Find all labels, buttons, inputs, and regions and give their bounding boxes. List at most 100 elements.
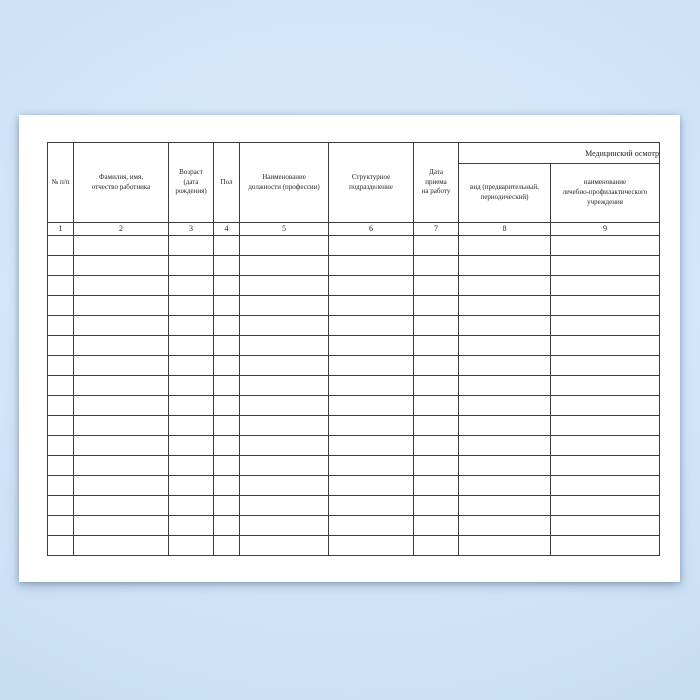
empty-cell [73, 335, 169, 356]
empty-cell [47, 375, 74, 396]
col-header-index: № п/п [47, 142, 74, 223]
empty-cell [239, 475, 329, 496]
empty-cell [549, 315, 661, 336]
col-header-name: Фамилия, имя, отчество работника [73, 142, 169, 223]
empty-form-row [47, 515, 661, 536]
empty-cell [239, 455, 329, 476]
column-number-cell: 5 [239, 222, 329, 236]
col-header-age: Возраст (дата рождения) [168, 142, 214, 223]
empty-cell [458, 435, 551, 456]
empty-form-row [47, 235, 661, 256]
column-number-cell: 7 [413, 222, 459, 236]
empty-cell [413, 415, 459, 436]
empty-cell [168, 355, 214, 376]
empty-cell [213, 375, 240, 396]
empty-cell [549, 455, 661, 476]
empty-cell [73, 295, 169, 316]
empty-cell [328, 255, 414, 276]
empty-cell [47, 235, 74, 256]
empty-cell [47, 275, 74, 296]
empty-cell [549, 415, 661, 436]
empty-cell [328, 475, 414, 496]
empty-cell [213, 475, 240, 496]
empty-cell [73, 515, 169, 536]
empty-cell [239, 235, 329, 256]
empty-cell [168, 455, 214, 476]
empty-cell [73, 375, 169, 396]
empty-cell [458, 315, 551, 336]
empty-cell [328, 415, 414, 436]
empty-cell [413, 455, 459, 476]
empty-cell [328, 495, 414, 516]
empty-cell [213, 295, 240, 316]
group-header-medical-exam: Медицинский осмотр [457, 142, 661, 164]
empty-cell [239, 495, 329, 516]
empty-form-row [47, 435, 661, 456]
empty-form-row [47, 375, 661, 396]
empty-cell [73, 455, 169, 476]
empty-form-row [47, 475, 661, 496]
empty-cell [213, 515, 240, 536]
empty-cell [47, 435, 74, 456]
empty-cell [73, 435, 169, 456]
empty-cell [168, 475, 214, 496]
empty-cell [168, 255, 214, 276]
empty-cell [47, 415, 74, 436]
empty-form-row [47, 275, 661, 296]
empty-cell [239, 375, 329, 396]
empty-cell [328, 275, 414, 296]
empty-cell [458, 255, 551, 276]
empty-cell [47, 395, 74, 416]
empty-form-row [47, 495, 661, 516]
empty-form-row [47, 355, 661, 376]
empty-cell [168, 375, 214, 396]
empty-cell [328, 335, 414, 356]
empty-cell [73, 355, 169, 376]
empty-cell [458, 495, 551, 516]
empty-cell [168, 335, 214, 356]
column-number-cell: 9 [549, 222, 661, 236]
empty-cell [239, 295, 329, 316]
empty-cell [458, 415, 551, 436]
empty-form-row [47, 255, 661, 276]
empty-cell [328, 515, 414, 536]
empty-cell [239, 435, 329, 456]
empty-cell [168, 515, 214, 536]
empty-form-row [47, 295, 661, 316]
empty-cell [413, 475, 459, 496]
empty-cell [413, 315, 459, 336]
empty-cell [47, 315, 74, 336]
column-number-cell: 2 [73, 222, 169, 236]
empty-cell [549, 475, 661, 496]
empty-cell [328, 535, 414, 556]
empty-cell [458, 235, 551, 256]
empty-cell [73, 535, 169, 556]
empty-cell [47, 255, 74, 276]
empty-cell [239, 535, 329, 556]
empty-cell [73, 235, 169, 256]
col-header-hire-date: Дата приема на работу [413, 142, 459, 223]
empty-cell [213, 415, 240, 436]
empty-form-row [47, 395, 661, 416]
empty-cell [458, 355, 551, 376]
empty-cell [458, 275, 551, 296]
column-number-cell: 3 [168, 222, 214, 236]
empty-cell [73, 255, 169, 276]
empty-cell [168, 435, 214, 456]
empty-cell [213, 355, 240, 376]
empty-cell [413, 235, 459, 256]
empty-cell [458, 515, 551, 536]
empty-cell [47, 295, 74, 316]
empty-cell [168, 275, 214, 296]
empty-cell [413, 535, 459, 556]
medical-exam-register-table: № п/п Фамилия, имя, отчество работника В… [47, 142, 661, 556]
empty-cell [458, 395, 551, 416]
empty-cell [413, 395, 459, 416]
empty-cell [549, 375, 661, 396]
empty-cell [168, 395, 214, 416]
empty-cell [168, 535, 214, 556]
empty-cell [328, 295, 414, 316]
empty-cell [328, 435, 414, 456]
col-header-exam-facility: наименование лечебно-профилактического у… [549, 163, 661, 223]
